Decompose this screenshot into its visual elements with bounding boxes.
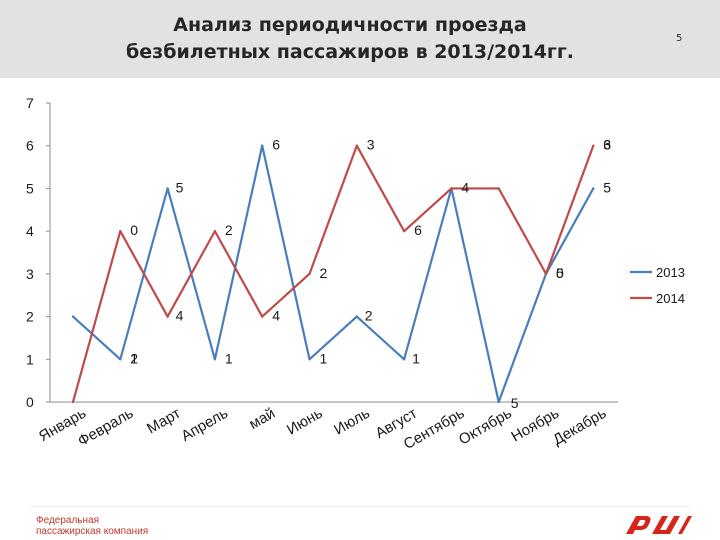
- data-point-2013: [213, 358, 217, 361]
- data-point-2013: [119, 358, 122, 361]
- data-point-2014: [71, 400, 75, 404]
- data-label: 1: [320, 350, 328, 366]
- series-line-2013: [72, 144, 595, 404]
- data-point-2014: [355, 144, 358, 147]
- x-category-label: Октябрь: [456, 405, 515, 449]
- data-point-2013: [497, 400, 500, 404]
- x-category-label: Декабрь: [550, 405, 609, 449]
- data-label: 4: [176, 308, 184, 324]
- data-point-2014: [402, 229, 406, 233]
- legend-label-2014: 2014: [656, 291, 685, 306]
- data-label: 6: [414, 222, 422, 238]
- data-label: 2: [130, 350, 138, 366]
- y-tick-label: 7: [26, 95, 34, 111]
- slide-title-line2: безбилетных пассажиров в 2013/2014гг.: [126, 41, 574, 63]
- data-point-2014: [450, 187, 453, 190]
- data-label: 1: [412, 350, 420, 366]
- y-tick-label: 6: [26, 138, 34, 154]
- data-label: 0: [130, 222, 138, 238]
- x-category-label: Апрель: [178, 405, 231, 445]
- data-point-2014: [119, 229, 122, 233]
- slide-title: Анализ периодичности проезда безбилетных…: [60, 12, 640, 66]
- data-point-2014: [544, 272, 548, 276]
- slide-title-line1: Анализ периодичности проезда: [173, 14, 527, 36]
- data-label: 3: [603, 137, 611, 153]
- data-label: 2: [320, 265, 328, 281]
- data-point-2013: [592, 187, 595, 190]
- y-tick-label: 0: [26, 394, 34, 410]
- data-label: 4: [272, 308, 280, 324]
- x-category-label: май: [246, 405, 278, 433]
- data-point-2014: [166, 315, 169, 318]
- data-label: 1: [130, 350, 138, 366]
- data-point-2014: [308, 272, 311, 276]
- series-line-2014: [71, 144, 595, 403]
- chart-series: [71, 144, 595, 404]
- y-tick-label: 4: [26, 223, 34, 239]
- y-tick-label: 1: [26, 351, 34, 367]
- data-label: 1: [225, 350, 233, 366]
- data-point-2013: [355, 315, 358, 318]
- data-label: 3: [367, 137, 375, 153]
- data-point-2013: [308, 358, 311, 361]
- data-point-2014: [592, 144, 595, 147]
- footer-company-name: Федеральная пассажирская компания: [36, 515, 148, 537]
- data-label: 6: [272, 137, 280, 153]
- footer-company-line2: пассажирская компания: [36, 526, 149, 537]
- chart-legend: 2013 2014: [630, 265, 685, 306]
- y-tick-label: 5: [26, 180, 34, 196]
- data-label: 6: [603, 137, 611, 153]
- y-tick-label: 3: [26, 266, 34, 282]
- data-point-2013: [166, 187, 169, 190]
- rzd-logo-icon: [626, 516, 692, 534]
- x-category-label: Июнь: [284, 405, 326, 439]
- data-label: 5: [176, 179, 184, 195]
- footer-company-line1: Федеральная: [36, 515, 100, 526]
- data-point-2014: [213, 229, 217, 233]
- data-label: 5: [603, 179, 611, 195]
- data-point-2014: [497, 187, 500, 190]
- header-band: [0, 0, 720, 78]
- data-point-2014: [261, 315, 264, 318]
- data-label: 4: [461, 179, 469, 195]
- x-category-label: Март: [144, 405, 184, 438]
- data-label: 5: [511, 395, 519, 411]
- data-label: 2: [225, 222, 233, 238]
- data-point-2013: [402, 358, 406, 361]
- page-number: 5: [676, 33, 683, 44]
- x-category-label: Июль: [331, 405, 373, 439]
- data-label: 0: [556, 265, 564, 281]
- y-tick-label: 2: [26, 309, 34, 325]
- footer-divider: [30, 506, 690, 507]
- data-label: 5: [556, 265, 564, 281]
- data-point-2013: [261, 144, 264, 147]
- data-point-2013: [71, 315, 75, 318]
- legend-label-2013: 2013: [656, 265, 685, 280]
- data-label: 2: [365, 308, 373, 324]
